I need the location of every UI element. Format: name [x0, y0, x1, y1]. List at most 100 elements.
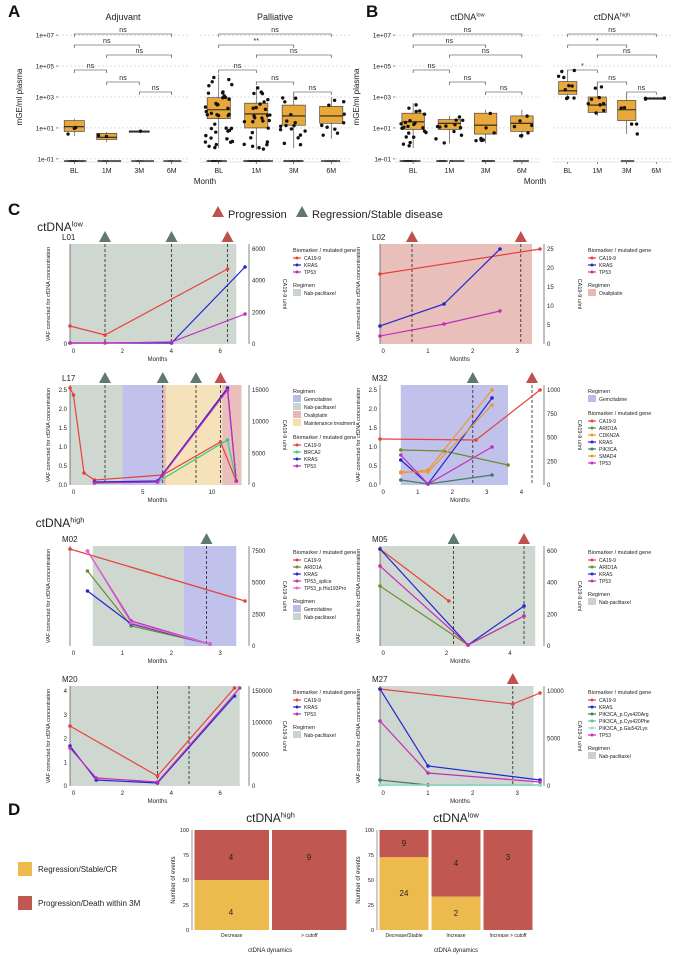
progression-marker — [406, 231, 418, 242]
y-tick-label: 1.5 — [59, 426, 68, 432]
y-axis-title: VAF corrected for cfDNA concentration — [356, 549, 362, 643]
data-point — [399, 122, 403, 126]
y2-tick-label: 2500 — [252, 612, 266, 618]
series-point — [378, 783, 382, 787]
series-point — [94, 776, 99, 780]
series-point — [490, 445, 494, 449]
data-point — [442, 141, 446, 145]
series-line — [379, 248, 541, 275]
legend-title: Regimen — [588, 389, 610, 395]
data-point — [454, 118, 458, 122]
series-point — [378, 584, 382, 588]
series-point — [490, 473, 494, 477]
series-point — [538, 780, 542, 784]
data-point — [586, 102, 590, 106]
bar-value-label: 2 — [454, 909, 459, 918]
series-point — [232, 686, 237, 690]
series-point — [474, 438, 478, 442]
bar-progression — [379, 830, 429, 858]
legend-swatch — [590, 712, 594, 716]
series-point — [498, 247, 502, 251]
legend-label: Nab-paclitaxel — [599, 600, 631, 606]
data-point — [227, 97, 231, 101]
y-axis-title: VAF corrected for cfDNA concentration — [356, 247, 362, 341]
y2-tick-label: 50000 — [252, 752, 269, 758]
y-axis-title: VAF corrected for cfDNA concentration — [356, 689, 362, 783]
data-point — [422, 112, 427, 116]
series-point — [378, 778, 382, 782]
y2-tick-label: 200 — [547, 612, 558, 618]
y-tick-label: 3 — [64, 713, 68, 719]
x-tick-label: 3M — [622, 168, 632, 175]
data-point — [260, 116, 264, 120]
bar-regression — [194, 880, 269, 930]
legend-swatch — [590, 419, 594, 423]
data-point — [214, 130, 218, 134]
legend-label: CA19-9 — [304, 698, 321, 704]
data-point — [220, 91, 225, 95]
legend-swatch — [295, 565, 299, 569]
x-tick-label: Decrease — [221, 933, 243, 939]
x-axis-title: Months — [148, 799, 168, 805]
legend-title: Regimen — [588, 283, 610, 289]
data-point — [589, 97, 594, 101]
series-point — [234, 479, 239, 483]
series-point — [208, 642, 212, 646]
y-tick-label: 0.5 — [59, 464, 68, 470]
data-point — [406, 124, 410, 129]
data-point — [662, 96, 667, 100]
data-point — [412, 135, 416, 139]
significance-label: ns — [234, 63, 242, 70]
series-line — [69, 687, 241, 783]
data-point — [526, 131, 530, 135]
y-tick-label: 0 — [186, 928, 189, 934]
legend-swatch — [590, 558, 594, 562]
significance-bracket — [567, 33, 657, 37]
legend-label: TP53 — [304, 464, 316, 470]
legend-swatch — [590, 454, 594, 458]
data-point — [283, 100, 287, 104]
y2-axis-title: CA19-9 u/ml — [576, 721, 582, 752]
chart-title: ctDNAlow — [433, 810, 479, 825]
legend-swatch — [295, 705, 299, 709]
data-point — [266, 97, 270, 102]
data-point — [332, 98, 337, 103]
series-point — [92, 481, 97, 485]
y2-tick-label: 5 — [547, 323, 551, 329]
data-point — [225, 137, 229, 141]
legend-swatch — [295, 270, 299, 274]
legend-label: CDKN2A — [599, 433, 620, 439]
legend-label: CA19-9 — [304, 558, 321, 564]
data-point — [252, 116, 257, 120]
y-tick-label: 0.5 — [369, 464, 378, 470]
data-point — [599, 85, 604, 89]
x-tick-label: 2 — [445, 651, 449, 657]
regimen-band — [70, 686, 240, 786]
legend-swatch — [295, 263, 299, 267]
y2-tick-label: 5000 — [252, 451, 266, 457]
series-line — [69, 548, 246, 602]
data-point — [622, 105, 627, 110]
panel-d-label: D — [8, 800, 21, 819]
data-point — [209, 136, 213, 140]
y-tick-label: 2.5 — [369, 388, 378, 394]
x-tick-label: 3M — [134, 168, 144, 175]
x-tick-label: > cutoff — [301, 933, 318, 939]
significance-bracket — [449, 54, 523, 58]
series-point — [378, 324, 382, 328]
series-point — [511, 702, 515, 706]
data-point — [619, 106, 623, 110]
x-tick-label: 6M — [651, 168, 661, 175]
data-point — [414, 109, 418, 114]
y-axis-title: VAF corrected for cfDNA concentration — [46, 689, 52, 783]
x-tick-label: 0 — [72, 349, 76, 355]
data-point — [597, 95, 601, 100]
x-tick-label: 2 — [451, 490, 455, 496]
y2-tick-label: 0 — [547, 644, 551, 650]
legend-swatch-regression — [18, 862, 32, 876]
data-point — [560, 69, 564, 74]
data-point — [207, 84, 211, 88]
significance-label: ns — [623, 48, 631, 55]
significance-bracket — [255, 54, 332, 58]
y-tick-label: 1e-01 — [37, 156, 54, 163]
